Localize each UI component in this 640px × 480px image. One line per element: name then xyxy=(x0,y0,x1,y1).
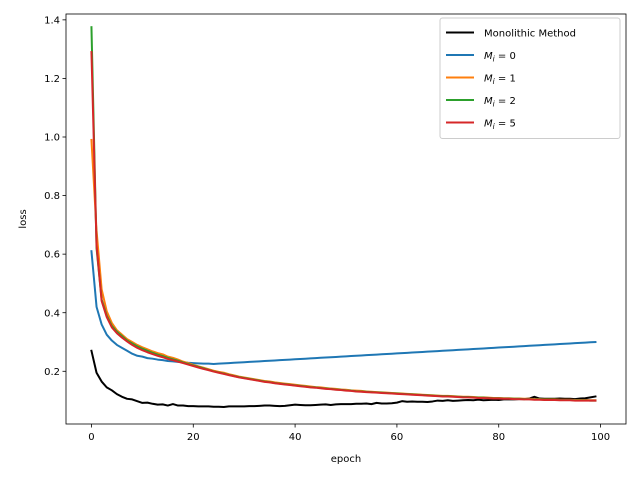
x-tick-label: 40 xyxy=(289,432,302,443)
y-tick-label: 0.8 xyxy=(44,191,60,202)
series-layer xyxy=(90,26,597,409)
legend: Monolithic Method Mi = 0 Mi = 1 Mi = 2 Mi = … xyxy=(439,17,621,139)
y-tick-label: 1.4 xyxy=(44,15,60,26)
x-tick-label: 80 xyxy=(492,432,505,443)
y-tick-label: 0.6 xyxy=(44,250,60,261)
x-axis-label: epoch xyxy=(331,454,361,465)
plot-frame xyxy=(65,13,627,425)
y-tick-label: 0.2 xyxy=(44,367,60,378)
legend-box xyxy=(439,17,621,139)
legend-label-4: Mi = 5 xyxy=(484,118,516,131)
x-tick-label: 60 xyxy=(391,432,404,443)
x-tick-label: 0 xyxy=(88,432,94,443)
y-axis-label: loss xyxy=(18,209,29,228)
legend-label-1: Mi = 0 xyxy=(484,51,516,64)
y-tick-label: 0.4 xyxy=(44,308,60,319)
y-tick-label: 1.2 xyxy=(44,74,60,85)
legend-label-3: Mi = 2 xyxy=(484,96,516,109)
x-tick-label: 100 xyxy=(591,432,610,443)
axes-layer: 0 20 40 60 80 100 0.2 0.4 0.6 0.8 1.0 1.2 1.4 xyxy=(44,13,627,443)
x-tick-label: 20 xyxy=(187,432,200,443)
y-tick-label: 1.0 xyxy=(44,133,60,144)
legend-label-2: Mi = 1 xyxy=(484,73,516,86)
legend-label-0: Monolithic Method xyxy=(484,28,576,39)
series-line-4 xyxy=(90,51,597,402)
